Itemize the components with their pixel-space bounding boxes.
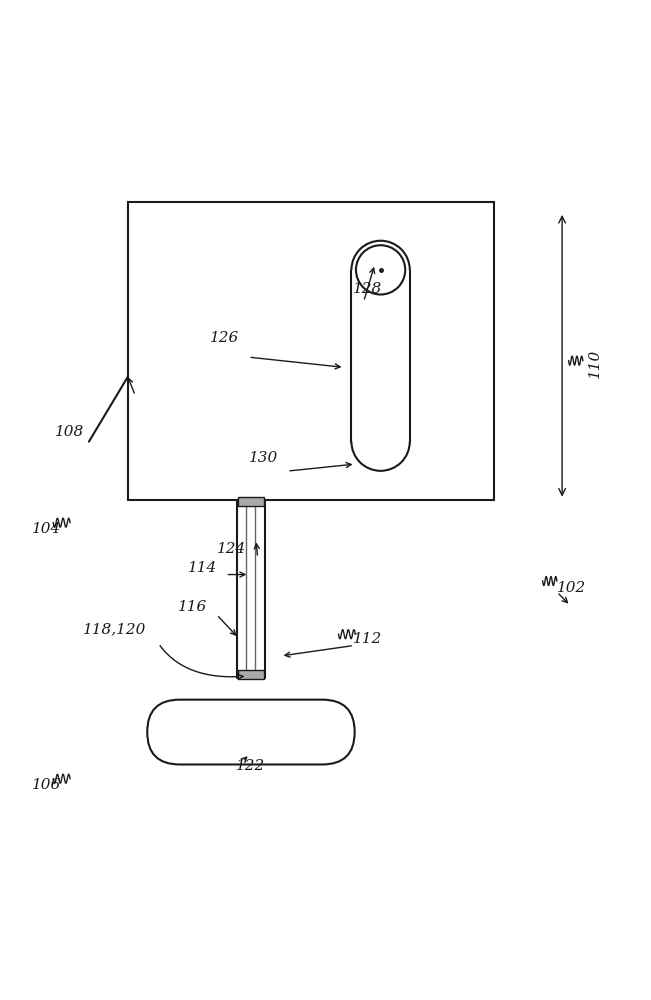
Text: 104: 104 [32, 522, 61, 536]
Bar [128, 202, 494, 500]
Text: 108: 108 [55, 425, 84, 439]
Text: 116: 116 [178, 600, 207, 614]
Text: 128: 128 [353, 282, 382, 296]
Text: 112: 112 [353, 632, 382, 646]
Text: 110: 110 [587, 349, 602, 378]
Bar [238, 497, 264, 506]
Text: 130: 130 [249, 451, 279, 465]
Text: 114: 114 [187, 561, 217, 575]
Text: 122: 122 [236, 759, 266, 773]
Text: 118,120: 118,120 [83, 623, 146, 637]
Text: 126: 126 [210, 331, 240, 345]
Text: 102: 102 [557, 581, 587, 595]
Text: 106: 106 [32, 778, 61, 792]
Text: 124: 124 [217, 542, 246, 556]
FancyBboxPatch shape [147, 700, 355, 764]
Bar [238, 670, 264, 679]
